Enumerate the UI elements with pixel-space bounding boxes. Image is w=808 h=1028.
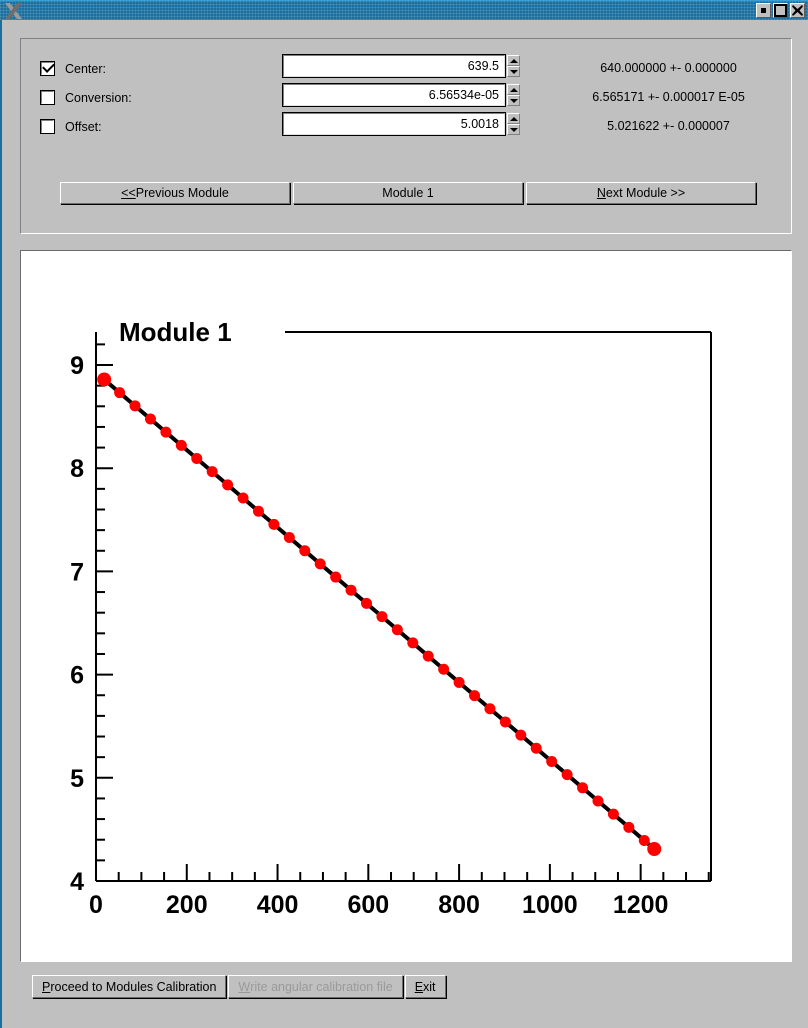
svg-text:4: 4: [70, 868, 84, 896]
center-result: 640.000000 +- 0.000000: [600, 61, 737, 75]
proceed-mnemonic: P: [42, 979, 51, 994]
next-module-mnemonic: N: [596, 186, 606, 200]
exit-mnemonic: E: [414, 979, 424, 994]
svg-text:5: 5: [70, 765, 84, 793]
proceed-label: roceed to Modules Calibration: [50, 979, 217, 994]
close-icon[interactable]: [790, 3, 805, 18]
calibration-chart: 0 200 400 600 800 1000 1200 4 5 6 7 8 9 Module 1: [70, 317, 712, 919]
fit-results: 640.000000 +- 0.000000 6.565171 +- 0.000…: [561, 57, 776, 144]
offset-spinner[interactable]: [507, 113, 520, 135]
svg-text:1000: 1000: [522, 891, 578, 919]
svg-text:0: 0: [89, 891, 103, 919]
arrow-up-icon: [509, 116, 518, 121]
parameter-row-offset: Offset:: [40, 115, 265, 138]
parameter-row-conversion: Conversion:: [40, 86, 265, 109]
svg-text:6: 6: [70, 662, 84, 690]
parameter-rows: Center: Conversion: Offset:: [40, 57, 265, 144]
conversion-checkbox[interactable]: [40, 90, 55, 105]
window-body: Center: Conversion: Offset: 639.5: [0, 20, 808, 1028]
center-checkbox[interactable]: [40, 61, 55, 76]
center-spin-up-button[interactable]: [507, 55, 520, 66]
offset-spin-down-button[interactable]: [507, 124, 520, 135]
conversion-field-group: 6.56534e-05: [282, 83, 520, 107]
conversion-spinner[interactable]: [507, 84, 520, 106]
parameters-panel: Center: Conversion: Offset: 639.5: [20, 38, 792, 234]
center-spinner[interactable]: [507, 55, 520, 77]
arrow-up-icon: [509, 87, 518, 92]
window-controls: [756, 3, 805, 18]
offset-field-group: 5.0018: [282, 112, 520, 136]
offset-label: Offset:: [65, 119, 102, 134]
plot-panel: 0 200 400 600 800 1000 1200 4 5 6 7 8 9 Module 1: [20, 250, 792, 962]
minimize-icon[interactable]: [756, 3, 771, 18]
svg-text:Module 1: Module 1: [119, 317, 232, 347]
svg-text:400: 400: [257, 891, 299, 919]
center-field-group: 639.5: [282, 54, 520, 78]
previous-module-label: Previous Module: [135, 186, 229, 200]
current-module-button[interactable]: Module 1: [293, 182, 523, 204]
write-label: rite angular calibration file: [250, 979, 393, 994]
arrow-down-icon: [509, 69, 518, 74]
offset-spin-up-button[interactable]: [507, 113, 520, 124]
arrow-down-icon: [509, 127, 518, 132]
parameter-row-center: Center:: [40, 57, 265, 80]
svg-text:800: 800: [438, 891, 480, 919]
conversion-input[interactable]: 6.56534e-05: [282, 83, 506, 107]
offset-input[interactable]: 5.0018: [282, 112, 506, 136]
next-module-label: ext Module >>: [605, 186, 686, 200]
svg-text:8: 8: [70, 455, 84, 483]
write-mnemonic: W: [238, 979, 251, 994]
arrow-up-icon: [509, 58, 518, 63]
conversion-result: 6.565171 +- 0.000017 E-05: [592, 90, 745, 104]
arrow-down-icon: [509, 98, 518, 103]
x11-logo-icon: [2, 1, 26, 21]
conversion-spin-up-button[interactable]: [507, 84, 520, 95]
previous-module-button[interactable]: << Previous Module: [60, 182, 290, 204]
svg-text:1200: 1200: [613, 891, 669, 919]
offset-result: 5.021622 +- 0.000007: [607, 119, 730, 133]
maximize-icon[interactable]: [773, 3, 788, 18]
svg-text:9: 9: [70, 352, 84, 380]
center-input[interactable]: 639.5: [282, 54, 506, 78]
current-module-label: Module 1: [382, 186, 434, 200]
svg-text:200: 200: [166, 891, 208, 919]
previous-module-mnemonic: <<: [121, 186, 136, 200]
conversion-label: Conversion:: [65, 90, 132, 105]
exit-label: xit: [423, 979, 436, 994]
offset-checkbox[interactable]: [40, 119, 55, 134]
svg-text:7: 7: [70, 558, 84, 586]
conversion-spin-down-button[interactable]: [507, 95, 520, 106]
center-spin-down-button[interactable]: [507, 66, 520, 77]
svg-text:600: 600: [347, 891, 389, 919]
window-titlebar[interactable]: [0, 0, 808, 20]
center-label: Center:: [65, 61, 106, 76]
